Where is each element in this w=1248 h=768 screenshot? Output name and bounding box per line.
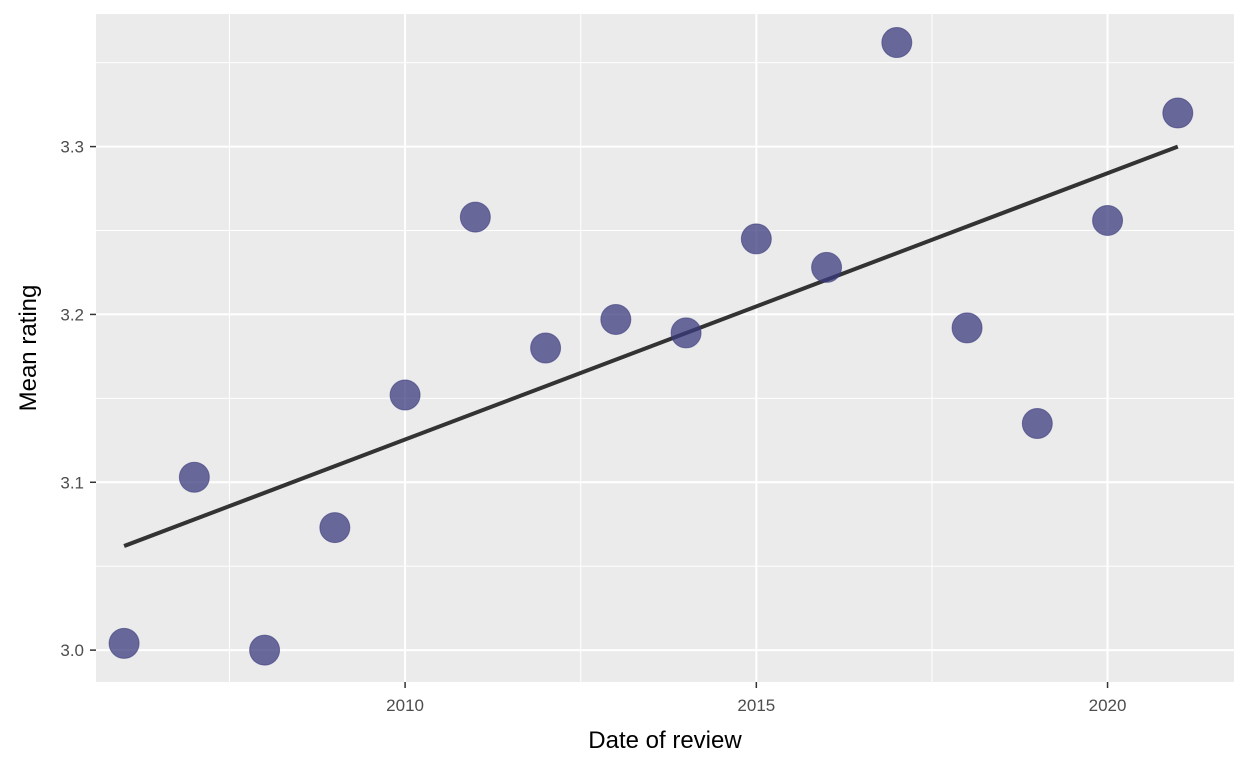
- data-point: [108, 627, 140, 659]
- points-layer: [108, 27, 1194, 666]
- data-point: [811, 251, 843, 283]
- x-axis-title: Date of review: [588, 727, 742, 754]
- x-tick-label: 2015: [737, 696, 775, 715]
- x-tick-label: 2020: [1089, 696, 1127, 715]
- y-tick-label: 3.1: [60, 473, 84, 492]
- grid-minor: [96, 14, 1234, 682]
- data-point: [389, 379, 421, 411]
- y-axis-title: Mean rating: [15, 285, 42, 412]
- x-axis-ticks: 2010 2015 2020: [386, 682, 1126, 715]
- data-point: [881, 27, 913, 59]
- data-point: [459, 201, 491, 233]
- data-point: [1092, 204, 1124, 236]
- y-tick-label: 3.0: [60, 641, 84, 660]
- y-tick-label: 3.3: [60, 138, 84, 157]
- data-point: [600, 303, 632, 335]
- trend-line: [123, 144, 1179, 548]
- y-tick-label: 3.2: [60, 305, 84, 324]
- y-axis-ticks: 3.0 3.1 3.2 3.3: [60, 138, 96, 660]
- data-point: [249, 634, 281, 666]
- data-point: [319, 512, 351, 544]
- data-point: [951, 312, 983, 344]
- plot-panel: [96, 14, 1234, 682]
- data-point: [740, 223, 772, 255]
- data-point: [530, 332, 562, 364]
- data-point: [670, 317, 702, 349]
- grid-major: [96, 14, 1234, 682]
- x-tick-label: 2010: [386, 696, 424, 715]
- trend-layer: [123, 144, 1179, 548]
- data-point: [1162, 97, 1194, 129]
- data-point: [178, 461, 210, 493]
- data-point: [1021, 408, 1053, 440]
